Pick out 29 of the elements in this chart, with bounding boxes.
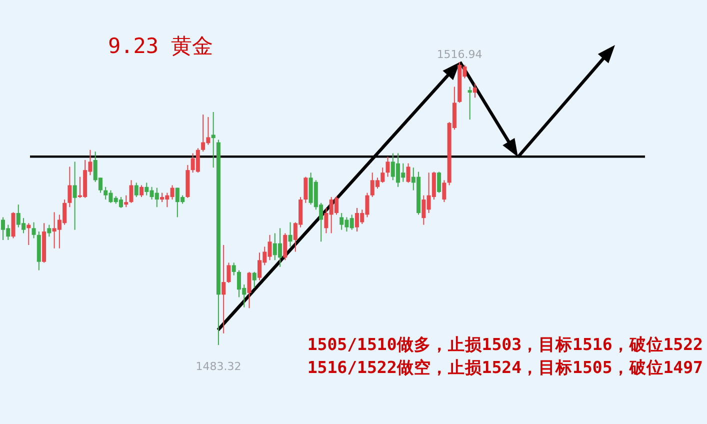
candlestick (252, 271, 256, 288)
candlestick (442, 180, 446, 203)
annotation: 1516.94 (436, 48, 482, 61)
candlestick (129, 180, 134, 204)
candlestick (472, 82, 477, 98)
candlestick (124, 194, 128, 208)
candlestick (406, 162, 410, 184)
annotation: 1483.32 (196, 360, 242, 373)
candlestick (288, 222, 292, 248)
candlestick (437, 171, 442, 194)
candlestick (247, 271, 252, 309)
candlestick (304, 176, 308, 204)
candlestick (68, 166, 72, 208)
candlestick (222, 244, 226, 334)
candlestick (386, 156, 390, 178)
candlestick (226, 262, 231, 284)
candlestick (47, 224, 52, 238)
candlestick (211, 112, 216, 168)
chart-title: 9.23 黄金 (108, 34, 214, 58)
candlestick (72, 161, 77, 230)
text: 1516/1522做空，止损1524，目标1505，破位1497 (307, 358, 703, 377)
candlestick (11, 212, 16, 239)
annotation: 1505/1510做多，止损1503，目标1516，破位1522 (307, 335, 703, 354)
candlestick (232, 262, 236, 276)
candlestick (140, 184, 144, 198)
candlestick (468, 86, 472, 120)
candlestick (134, 182, 138, 198)
candlestick (32, 222, 36, 239)
candlestick (283, 232, 288, 261)
